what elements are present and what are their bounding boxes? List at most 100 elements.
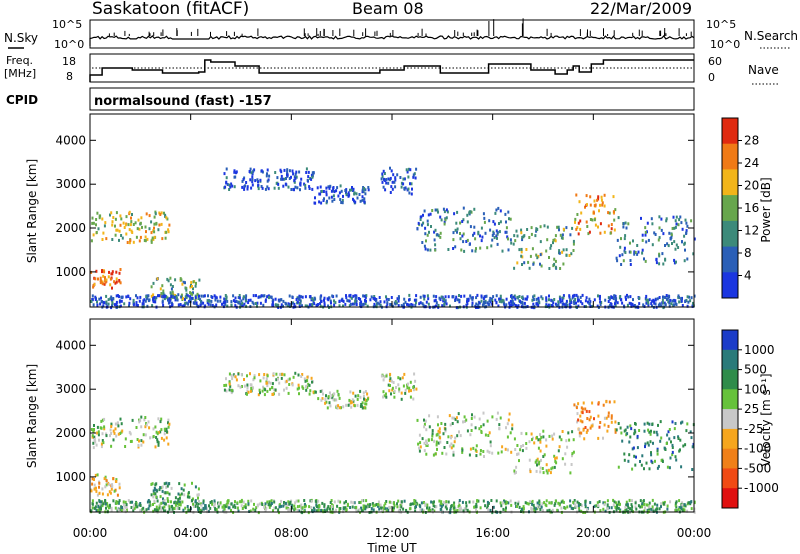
echo-cell [526,501,529,505]
echo-cell [261,389,264,393]
echo-cell [136,296,139,300]
echo-cell [630,302,633,306]
echo-cell [689,430,692,434]
echo-cell [363,200,366,204]
echo-cell [521,449,524,453]
echo-cell [185,287,188,290]
echo-cell [620,263,623,266]
echo-cell [329,299,332,303]
echo-cell [462,509,465,513]
power-colorbar-label: Power [dB] [759,177,773,242]
echo-cell [461,448,464,452]
echo-cell [575,505,578,509]
echo-cell [539,240,542,244]
xtick-label: 08:00 [274,526,309,540]
echo-cell [273,506,276,510]
echo-cell [114,217,117,221]
echo-cell [456,227,459,231]
echo-cell [146,296,149,300]
echo-cell [151,482,154,486]
echo-cell [118,271,121,275]
echo-cell [104,502,107,506]
echo-cell [456,210,459,214]
echo-cell [316,509,318,513]
echo-cell [412,385,415,389]
echo-cell [195,301,198,305]
echo-cell [685,429,688,433]
echo-cell [520,228,523,232]
echo-cell [362,294,365,298]
echo-cell [367,397,369,401]
echo-cell [152,509,155,513]
echo-cell [442,503,444,507]
echo-cell [584,499,587,503]
echo-cell [303,505,306,509]
echo-cell [348,299,351,303]
echo-cell [99,214,102,218]
echo-cell [684,443,687,447]
echo-cell [111,304,113,308]
echo-cell [208,504,210,508]
echo-cell [480,299,483,303]
echo-cell [358,508,361,512]
nsky-tick-bottom: 10^0 [54,38,84,51]
echo-cell [353,199,355,203]
echo-cell [491,415,494,419]
echo-cell [551,437,554,441]
echo-cell [270,499,273,503]
echo-cell [311,303,314,307]
echo-cell [641,502,644,506]
echo-cell [456,420,459,424]
echo-cell [101,217,104,221]
echo-cell [230,502,233,506]
echo-cell [419,507,422,511]
echo-cell [643,509,646,513]
echo-cell [690,296,693,300]
echo-cell [159,213,162,216]
echo-cell [585,220,588,224]
echo-cell [675,215,678,219]
echo-cell [301,506,304,510]
echo-cell [266,295,269,299]
echo-cell [282,304,284,308]
echo-cell [385,392,387,396]
echo-cell [270,296,273,299]
echo-cell [252,169,255,173]
echo-cell [183,303,186,307]
echo-cell [111,272,114,276]
echo-cell [677,246,680,249]
echo-cell [445,302,448,306]
echo-cell [533,441,536,445]
echo-cell [424,232,427,236]
echo-cell [352,197,354,201]
echo-cell [566,505,569,509]
echo-cell [513,234,516,238]
echo-cell [111,270,114,274]
echo-cell [449,423,452,427]
echo-cell [274,506,277,510]
echo-cell [451,416,454,420]
echo-cell [558,435,561,439]
echo-cell [543,501,546,505]
echo-cell [630,304,633,308]
colorbar-segment [722,409,738,430]
echo-cell [408,191,411,195]
echo-cell [625,503,628,507]
echo-cell [331,396,334,400]
echo-cell [427,508,430,512]
echo-cell [352,391,355,395]
echo-cell [495,229,498,233]
echo-cell [115,300,118,304]
echo-cell [194,500,197,504]
echo-cell [461,500,464,504]
echo-cell [622,225,625,229]
echo-cell [327,298,330,302]
echo-cell [551,299,554,303]
xaxis-label: Time UT [366,541,417,554]
echo-cell [308,187,311,190]
colorbar-tick-label: 12 [744,224,759,238]
echo-cell [91,477,94,481]
echo-cell [195,281,197,285]
echo-cell [185,292,188,296]
echo-cell [373,302,376,306]
